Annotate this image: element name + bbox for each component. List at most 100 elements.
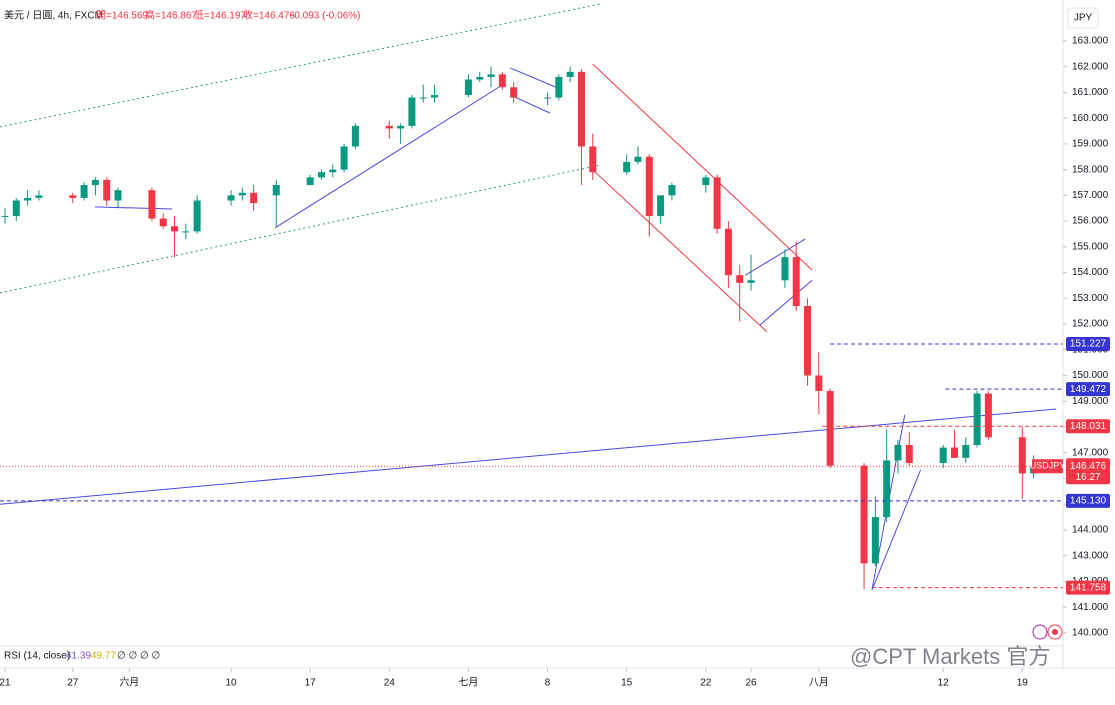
candle-body	[950, 447, 958, 458]
x-tick-label: 六月	[119, 677, 139, 689]
trend-line	[510, 94, 551, 114]
candle-body	[962, 445, 970, 458]
header-open: 開=146.569	[96, 10, 148, 22]
icon[interactable]	[1032, 624, 1048, 640]
y-tick-label: 162.000	[1072, 61, 1109, 72]
candle-body	[555, 76, 563, 98]
candle-body	[645, 156, 653, 216]
trend-line	[745, 238, 806, 276]
candle-body	[657, 195, 665, 216]
y-tick-label: 154.000	[1072, 267, 1109, 278]
x-tick-label: 19	[1017, 678, 1029, 689]
plot	[0, 3, 1063, 591]
candle-body	[883, 460, 891, 518]
candle-body	[973, 393, 981, 446]
candle-body	[306, 177, 314, 186]
x-tick-label: 12	[938, 678, 950, 689]
candle-body	[397, 125, 405, 129]
indicator-name: RSI (14, close)	[4, 651, 70, 662]
y-tick-label: 157.000	[1072, 190, 1109, 201]
price-label: 146.476	[1070, 461, 1107, 472]
candle-body	[939, 447, 947, 464]
icon	[1052, 629, 1058, 635]
candle-body	[792, 257, 800, 307]
candle-body	[351, 125, 359, 147]
level-label-box	[1066, 580, 1110, 595]
candle-body	[69, 195, 77, 198]
x-tick-label: 10	[225, 678, 237, 689]
candle-body	[419, 97, 427, 99]
x-tick-label: 22	[700, 678, 712, 689]
trend-line	[94, 206, 173, 210]
candle-body	[35, 195, 43, 198]
y-tick-label: 143.000	[1072, 550, 1109, 561]
candle-body	[905, 445, 913, 464]
y-tick-label: 158.000	[1072, 164, 1109, 175]
y-tick-label: 150.000	[1072, 370, 1109, 381]
candle-body	[566, 71, 574, 77]
candle-body	[12, 200, 20, 216]
y-tick-label: 149.000	[1072, 396, 1109, 407]
symbol-label: USDJPY	[1030, 461, 1066, 471]
y-tick-label: 160.000	[1072, 113, 1109, 124]
trend-line	[274, 82, 506, 229]
icon[interactable]	[1047, 624, 1063, 640]
candle-body	[871, 517, 879, 564]
y-tick-label: 152.000	[1072, 319, 1109, 330]
candle-body	[747, 280, 755, 283]
header-change: -0.093 (-0.06%)	[291, 11, 360, 22]
candle-body	[498, 74, 506, 88]
candle-body	[826, 390, 834, 466]
level-label-box	[1066, 336, 1110, 351]
trend-line	[510, 67, 556, 88]
indicator-value: ∅ ∅ ∅ ∅	[117, 651, 160, 662]
x-tick-label: 26	[745, 678, 757, 689]
candle-body	[464, 79, 472, 95]
candle-body	[24, 197, 32, 201]
candle-body	[894, 445, 902, 461]
candle-body	[487, 74, 495, 77]
header-high: 高=146.867	[145, 9, 197, 22]
candle-body	[227, 195, 235, 201]
candle-body	[91, 179, 99, 186]
trend-line	[0, 3, 601, 128]
indicator-value: 41.39	[66, 651, 91, 662]
currency-box[interactable]	[1067, 7, 1099, 29]
y-tick-label: 159.000	[1072, 139, 1109, 150]
candle-body	[668, 185, 676, 196]
y-tick-label: 147.000	[1072, 447, 1109, 458]
candle-body	[408, 97, 416, 126]
candle-body	[272, 185, 280, 196]
y-tick-label: 155.000	[1072, 241, 1109, 252]
trend-line	[871, 469, 922, 591]
y-tick-label: 156.000	[1072, 216, 1109, 227]
level-label: 145.130	[1070, 496, 1107, 507]
x-tick-label: 八月	[809, 677, 829, 689]
header-symbol: 美元 / 日圓, 4h, FXCM	[4, 9, 103, 22]
candle-body	[148, 190, 156, 219]
x-tick-label: 27	[67, 678, 79, 689]
candle-body	[984, 393, 992, 438]
trend-line	[0, 408, 1057, 505]
trend-line	[592, 63, 813, 271]
candle-body	[80, 185, 88, 198]
candle-body	[804, 306, 812, 376]
trend-line	[0, 164, 601, 294]
candle-body	[250, 192, 258, 204]
x-tick-label: 七月	[458, 677, 478, 689]
x-tick-label: 15	[621, 678, 633, 689]
level-label-box	[1066, 493, 1110, 508]
countdown-label: 16:27	[1075, 472, 1100, 483]
y-tick-label: 163.000	[1072, 36, 1109, 47]
x-tick-label: 17	[305, 678, 317, 689]
candle-body	[103, 179, 111, 201]
watermark: @CPT Markets 官方	[850, 644, 1050, 669]
candle-body	[781, 257, 789, 281]
candle-body	[340, 146, 348, 170]
candle-body	[1018, 437, 1026, 474]
candle-body	[193, 200, 201, 232]
level-label-box	[1066, 419, 1110, 434]
y-tick-label: 161.000	[1072, 87, 1109, 98]
candle-body	[238, 192, 246, 196]
symbol-box	[1032, 459, 1063, 474]
